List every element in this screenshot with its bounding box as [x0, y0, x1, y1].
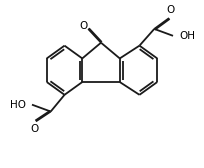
Text: HO: HO: [10, 100, 26, 110]
Text: OH: OH: [179, 31, 195, 41]
Text: O: O: [166, 5, 174, 15]
Text: O: O: [31, 124, 39, 134]
Text: O: O: [79, 21, 87, 31]
